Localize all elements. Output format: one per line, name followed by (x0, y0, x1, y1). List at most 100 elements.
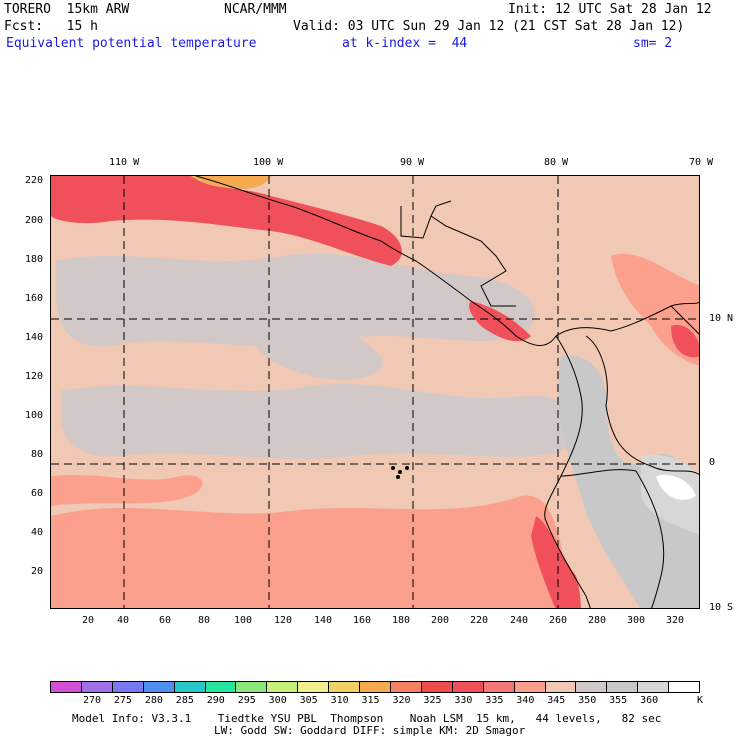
field-region (51, 474, 203, 506)
map-plot (50, 175, 700, 609)
border-ecuador (560, 469, 637, 477)
init-time: Init: 12 UTC Sat 28 Jan 12 (508, 2, 712, 17)
color-swatch (236, 682, 268, 692)
color-swatch (669, 682, 700, 692)
color-swatch (174, 682, 206, 692)
color-swatch (112, 682, 144, 692)
field-name: Equivalent potential temperature (6, 36, 257, 51)
color-bar (50, 681, 700, 693)
color-swatch (360, 682, 391, 692)
lon-label-100w: 100 W (253, 157, 284, 168)
y-tick: 40 (31, 527, 44, 538)
color-swatch (576, 682, 608, 692)
organization: NCAR/MMM (224, 2, 287, 17)
model-name: TORERO 15km ARW (4, 2, 130, 17)
model-info-line1: Model Info: V3.3.1 Tiedtke YSU PBL Thomp… (72, 712, 662, 725)
x-tick: 100 (234, 615, 253, 626)
x-tick: 160 (353, 615, 372, 626)
color-swatch (205, 682, 237, 692)
color-swatch (51, 682, 82, 692)
galapagos-islands (391, 466, 409, 479)
x-tick: 220 (470, 615, 489, 626)
border-venezuela (670, 305, 699, 335)
color-bar-label: 300 (268, 695, 287, 706)
y-tick: 180 (25, 254, 44, 265)
color-bar-label: 330 (454, 695, 473, 706)
field-region (558, 355, 699, 608)
island (396, 475, 400, 479)
color-swatch (638, 682, 670, 692)
field-region (51, 495, 571, 608)
field-region (656, 474, 696, 500)
color-swatch (452, 682, 484, 692)
color-bar-label: 340 (516, 695, 535, 706)
color-swatch (143, 682, 175, 692)
color-bar-unit: K (697, 695, 704, 706)
y-tick: 80 (31, 449, 44, 460)
color-bar-label: 305 (299, 695, 318, 706)
model-info-line2: LW: Godd SW: Goddard DIFF: simple KM: 2D… (214, 724, 526, 737)
color-bar-label: 360 (640, 695, 659, 706)
color-swatch (81, 682, 113, 692)
color-bar-label: 315 (361, 695, 380, 706)
x-tick: 280 (588, 615, 607, 626)
coastline-colombia-north (610, 301, 699, 332)
y-tick: 220 (25, 175, 44, 186)
coastline-yucatan (400, 200, 452, 239)
coastlines (195, 176, 699, 608)
x-tick: 240 (510, 615, 529, 626)
x-tick: 40 (117, 615, 130, 626)
color-bar-label: 345 (547, 695, 566, 706)
graticule (51, 176, 699, 608)
color-bar-label: 295 (237, 695, 256, 706)
field-region (56, 253, 535, 347)
lon-label-70w: 70 W (689, 157, 714, 168)
y-tick: 120 (25, 371, 44, 382)
smoothing: sm= 2 (633, 36, 673, 51)
color-bar-label: 270 (82, 695, 101, 706)
color-swatch (421, 682, 453, 692)
color-swatch (545, 682, 577, 692)
color-bar-label: 310 (330, 695, 349, 706)
lat-label-0: 0 (709, 457, 716, 468)
island (391, 466, 395, 470)
color-bar-label: 275 (113, 695, 132, 706)
field-region (469, 301, 531, 342)
x-tick: 140 (314, 615, 333, 626)
color-bar-label: 290 (206, 695, 225, 706)
color-bar-label: 350 (578, 695, 597, 706)
field-region (61, 383, 576, 459)
color-bar-label: 285 (175, 695, 194, 706)
lon-label-90w: 90 W (400, 157, 425, 168)
x-tick: 80 (198, 615, 211, 626)
color-swatch (607, 682, 639, 692)
x-tick: 200 (431, 615, 450, 626)
y-tick: 60 (31, 488, 44, 499)
color-swatch (329, 682, 361, 692)
lon-label-80w: 80 W (544, 157, 569, 168)
map-field (51, 176, 699, 608)
lon-label-110w: 110 W (109, 157, 140, 168)
color-swatch (483, 682, 515, 692)
lat-label-10s: 10 S (709, 602, 734, 613)
color-bar-label: 335 (485, 695, 504, 706)
island (405, 466, 409, 470)
color-bar-label: 280 (144, 695, 163, 706)
x-tick: 180 (392, 615, 411, 626)
color-bar-label: 325 (423, 695, 442, 706)
y-tick: 20 (31, 566, 44, 577)
y-tick: 200 (25, 215, 44, 226)
field-region (531, 516, 581, 608)
field-region (51, 176, 402, 266)
x-tick: 300 (627, 615, 646, 626)
border-colombia (585, 335, 699, 476)
color-swatch (514, 682, 546, 692)
color-swatch (298, 682, 330, 692)
x-tick: 260 (549, 615, 568, 626)
border-peru-brazil (635, 470, 665, 608)
island (398, 470, 402, 474)
forecast-hour: Fcst: 15 h (4, 19, 98, 34)
color-swatch (267, 682, 299, 692)
level-index: at k-index = 44 (342, 36, 468, 51)
valid-time: Valid: 03 UTC Sun 29 Jan 12 (21 CST Sat … (293, 19, 685, 34)
